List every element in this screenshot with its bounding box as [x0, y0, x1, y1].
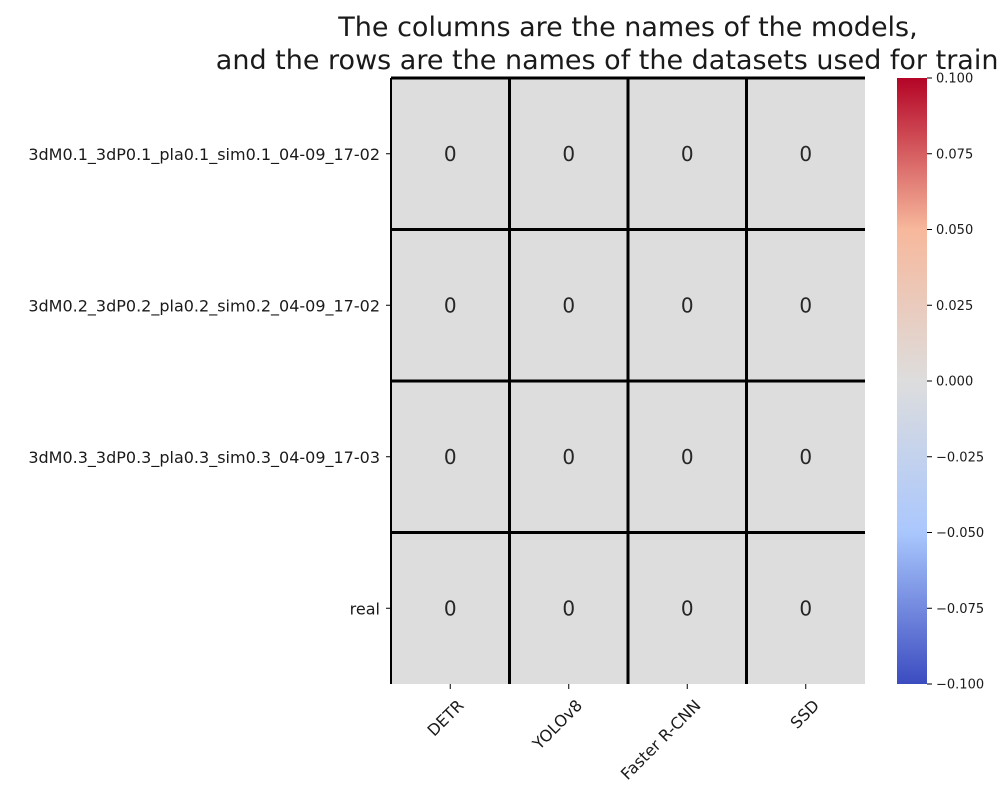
cell-value-label: 0 [562, 142, 575, 166]
heatmap-cell [391, 381, 510, 533]
colorbar: 0.100 0.075 0.050 0.025 0.000 −0.025 −0.050 −0.… [897, 72, 984, 693]
cell-value-label: 0 [681, 293, 694, 317]
colorbar-tick-label: 0.050 [936, 223, 973, 238]
row-labels: 3dM0.1_3dP0.1_pla0.1_sim0.1_04-09_17-02 3… [28, 145, 391, 618]
heatmap-cell [509, 229, 628, 381]
cell-value-label: 0 [799, 293, 812, 317]
cell-value-label: 0 [799, 142, 812, 166]
colorbar-tick-label: 0.025 [936, 299, 973, 314]
heatmap-cell [746, 532, 865, 684]
cell-value-label: 0 [444, 142, 457, 166]
heatmap-cell-borders [390, 76, 865, 684]
column-labels: DETR YOLOv8 Faster R-CNN SSD [423, 684, 823, 784]
heatmap-cell [746, 229, 865, 381]
cell-value-label: 0 [562, 293, 575, 317]
colorbar-tick-label: −0.100 [936, 678, 984, 693]
cell-value-label: 0 [681, 596, 694, 620]
cell-value-label: 0 [444, 293, 457, 317]
cell-value-label: 0 [799, 596, 812, 620]
heatmap-cell [746, 78, 865, 230]
heatmap-cell [509, 532, 628, 684]
heatmap-cell [628, 78, 747, 230]
column-label: Faster R-CNN [617, 696, 705, 784]
colorbar-gradient [897, 78, 927, 684]
colorbar-tick-label: 0.100 [936, 72, 973, 87]
colorbar-tick-label: −0.050 [936, 526, 984, 541]
heatmap-cell [391, 229, 510, 381]
colorbar-tick-label: −0.075 [936, 602, 984, 617]
chart-title-line-1: The columns are the names of the models, [337, 12, 917, 43]
row-label: real [350, 599, 380, 618]
cell-value-label: 0 [444, 445, 457, 469]
heatmap-cells [391, 78, 865, 684]
heatmap-cell [391, 78, 510, 230]
heatmap-cell [509, 381, 628, 533]
row-label: 3dM0.1_3dP0.1_pla0.1_sim0.1_04-09_17-02 [28, 145, 380, 165]
heatmap-cell [628, 532, 747, 684]
heatmap-cell [391, 532, 510, 684]
column-label: DETR [423, 696, 467, 740]
heatmap-cell [628, 229, 747, 381]
chart-title: The columns are the names of the models,… [216, 12, 1000, 76]
colorbar-tick-label: 0.075 [936, 147, 973, 162]
row-label: 3dM0.2_3dP0.2_pla0.2_sim0.2_04-09_17-02 [28, 296, 380, 316]
row-label: 3dM0.3_3dP0.3_pla0.3_sim0.3_04-09_17-03 [28, 448, 380, 468]
colorbar-tick-label: −0.025 [936, 450, 984, 465]
cell-value-label: 0 [799, 445, 812, 469]
cell-value-label: 0 [444, 596, 457, 620]
cell-value-label: 0 [681, 142, 694, 166]
cell-value-label: 0 [562, 596, 575, 620]
cell-value-label: 0 [562, 445, 575, 469]
colorbar-tick-label: 0.000 [936, 375, 973, 390]
column-label: YOLOv8 [528, 696, 586, 754]
chart-title-line-2: and the rows are the names of the datase… [216, 45, 1000, 76]
column-label: SSD [787, 696, 824, 733]
heatmap-cell [746, 381, 865, 533]
cell-value-label: 0 [681, 445, 694, 469]
heatmap-cell [509, 78, 628, 230]
heatmap-annotations: 0 0 0 0 0 0 0 0 0 0 0 0 0 0 0 0 [444, 142, 812, 621]
heatmap-cell [628, 381, 747, 533]
